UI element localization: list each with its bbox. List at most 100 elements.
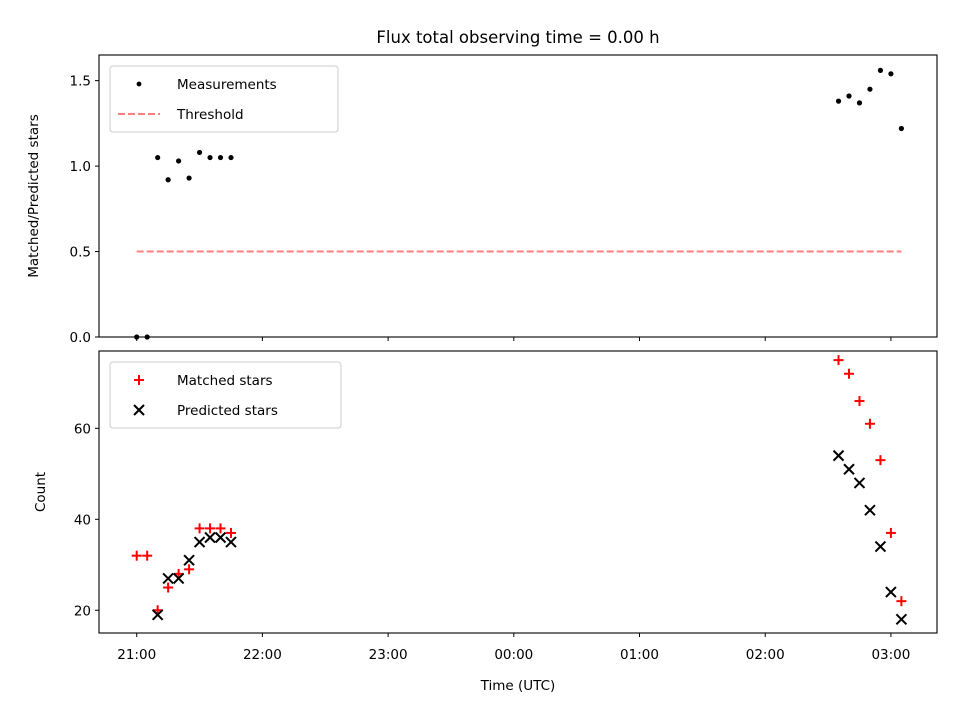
measurement-point <box>217 154 224 161</box>
matched-star-point <box>875 455 886 466</box>
legend-x-glyph-b <box>133 404 145 416</box>
chart-title: Flux total observing time = 0.00 h <box>376 28 659 47</box>
ratio-panel-frame <box>98 54 938 338</box>
measurement-point <box>877 67 884 73</box>
measurement-point <box>196 149 203 156</box>
matched-star-point <box>205 523 216 534</box>
measurement-point <box>846 93 852 99</box>
predicted-star-point <box>864 504 876 516</box>
predicted-star-point <box>225 536 237 548</box>
predicted-star-point <box>843 463 855 475</box>
predicted-star-point <box>895 613 908 626</box>
measurement-point <box>856 100 863 106</box>
matched-star-point <box>131 550 142 561</box>
predicted-star-point <box>204 531 216 544</box>
legend-matched-label: Matched stars <box>177 373 273 389</box>
count-y-ticks: 20 40 60 <box>74 421 99 619</box>
predicted-star-point-b <box>895 613 908 626</box>
ratio-y-axis-label: Matched/Predicted stars <box>26 114 42 277</box>
count-y-tick-label: 40 <box>74 512 91 528</box>
count-x-tick-label: 00:00 <box>494 647 533 663</box>
count-x-tick-label: 22:00 <box>243 647 282 663</box>
matched-star-point <box>225 527 236 538</box>
ratio-y-tick-label: 1.0 <box>70 159 91 175</box>
predicted-star-point-b <box>162 572 174 585</box>
legend-measurements-marker <box>136 81 142 87</box>
count-x-tick-label: 02:00 <box>746 647 785 663</box>
measurement-point <box>835 98 842 104</box>
measurement-point <box>888 71 894 77</box>
predicted-star-point-b <box>843 463 855 475</box>
predicted-star-point-b <box>193 536 206 548</box>
predicted-star-point <box>214 531 227 544</box>
count-legend-box <box>109 361 342 429</box>
predicted-star-point-b <box>183 554 195 566</box>
x-axis-label: Time (UTC) <box>480 678 556 694</box>
measurement-point <box>155 154 161 161</box>
predicted-star-point-b <box>832 449 845 462</box>
legend-matched-marker <box>134 375 144 385</box>
measurement-point <box>186 175 192 181</box>
predicted-star-point-b <box>214 531 227 544</box>
legend-predicted-marker <box>133 404 145 416</box>
count-legend: Matched stars Predicted stars <box>109 361 342 429</box>
ratio-legend-box <box>109 65 339 133</box>
legend-predicted-label: Predicted stars <box>177 403 278 419</box>
matched-star-point <box>854 396 865 407</box>
matched-star-point <box>142 550 153 561</box>
count-x-tick-label: 21:00 <box>117 647 156 663</box>
predicted-star-point <box>832 449 845 462</box>
predicted-star-point-b <box>151 609 164 621</box>
measurement-point <box>144 334 150 340</box>
predicted-star-point-b <box>204 531 216 544</box>
count-x-ticks: 21:00 22:00 23:00 00:00 01:00 02:00 03:00 <box>117 633 910 663</box>
ratio-y-ticks: 0.0 0.5 1.0 1.5 <box>70 74 99 346</box>
matched-star-point <box>833 355 844 366</box>
matched-star-point <box>885 527 896 538</box>
count-panel: 20 40 60 21:00 22:00 23:00 00:00 01:00 02:00 03:… <box>33 350 938 694</box>
count-x-tick-label: 01:00 <box>620 647 659 663</box>
predicted-star-point-b <box>885 586 897 598</box>
ratio-y-tick-label: 1.5 <box>70 74 91 90</box>
matched-star-point <box>896 596 907 607</box>
count-y-tick-label: 20 <box>74 603 91 619</box>
measurement-point <box>207 154 213 161</box>
matched-star-point <box>184 564 195 575</box>
legend-threshold-label: Threshold <box>176 107 244 123</box>
measurement-point <box>176 158 182 164</box>
measurement-point <box>898 125 904 132</box>
legend-x-glyph <box>133 404 145 416</box>
predicted-star-point <box>193 536 206 548</box>
count-x-tick-label: 03:00 <box>871 647 910 663</box>
predicted-star-point <box>151 609 164 621</box>
ratio-panel: 0.0 0.5 1.0 1.5 Matched/Predicted stars Mea… <box>26 54 938 346</box>
predicted-star-point-b <box>225 536 237 548</box>
predicted-star-point-b <box>874 540 887 553</box>
count-marks <box>131 355 908 626</box>
matched-star-point <box>194 523 205 534</box>
matched-star-point <box>163 582 174 593</box>
predicted-star-point-b <box>172 572 185 585</box>
matched-star-point <box>844 368 855 379</box>
count-y-axis-label: Count <box>33 472 49 512</box>
matched-star-point <box>215 523 226 534</box>
ratio-marks <box>134 67 904 340</box>
matched-star-point <box>864 418 875 429</box>
ratio-y-tick-label: 0.5 <box>70 245 91 261</box>
legend-plus-glyph <box>134 375 144 385</box>
legend-measurements-label: Measurements <box>177 77 277 93</box>
predicted-star-point <box>885 586 897 598</box>
predicted-star-point <box>183 554 195 566</box>
predicted-star-point-b <box>853 477 866 489</box>
ratio-x-ticks <box>136 337 892 341</box>
predicted-star-point <box>172 572 185 585</box>
predicted-star-point <box>853 477 866 489</box>
measurement-point <box>165 177 171 183</box>
measurement-point <box>867 86 873 92</box>
count-y-tick-label: 60 <box>74 421 91 437</box>
count-panel-frame <box>98 350 938 634</box>
predicted-star-point-b <box>864 504 876 516</box>
ratio-y-tick-label: 0.0 <box>70 330 91 346</box>
predicted-star-point <box>874 540 887 553</box>
